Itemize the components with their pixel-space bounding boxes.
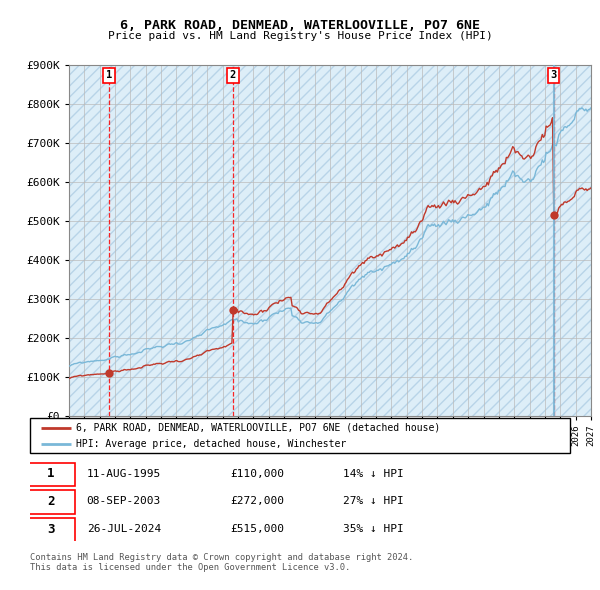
Text: 35% ↓ HPI: 35% ↓ HPI [343, 525, 404, 534]
Text: Price paid vs. HM Land Registry's House Price Index (HPI): Price paid vs. HM Land Registry's House … [107, 31, 493, 41]
Text: 27% ↓ HPI: 27% ↓ HPI [343, 496, 404, 506]
Text: 1: 1 [47, 467, 55, 480]
Text: £110,000: £110,000 [230, 468, 284, 478]
Text: 14% ↓ HPI: 14% ↓ HPI [343, 468, 404, 478]
Text: £272,000: £272,000 [230, 496, 284, 506]
Text: £515,000: £515,000 [230, 525, 284, 534]
FancyBboxPatch shape [28, 463, 75, 486]
Text: 6, PARK ROAD, DENMEAD, WATERLOOVILLE, PO7 6NE (detached house): 6, PARK ROAD, DENMEAD, WATERLOOVILLE, PO… [76, 423, 440, 433]
Text: HPI: Average price, detached house, Winchester: HPI: Average price, detached house, Winc… [76, 439, 346, 449]
Text: 6, PARK ROAD, DENMEAD, WATERLOOVILLE, PO7 6NE: 6, PARK ROAD, DENMEAD, WATERLOOVILLE, PO… [120, 19, 480, 32]
Text: 3: 3 [551, 70, 557, 80]
Text: 11-AUG-1995: 11-AUG-1995 [86, 468, 161, 478]
FancyBboxPatch shape [28, 518, 75, 542]
Text: 08-SEP-2003: 08-SEP-2003 [86, 496, 161, 506]
Text: 3: 3 [47, 523, 55, 536]
Text: This data is licensed under the Open Government Licence v3.0.: This data is licensed under the Open Gov… [30, 563, 350, 572]
Text: 26-JUL-2024: 26-JUL-2024 [86, 525, 161, 534]
Text: 2: 2 [47, 495, 55, 508]
Text: Contains HM Land Registry data © Crown copyright and database right 2024.: Contains HM Land Registry data © Crown c… [30, 553, 413, 562]
FancyBboxPatch shape [30, 418, 570, 453]
Text: 2: 2 [230, 70, 236, 80]
Text: 1: 1 [106, 70, 112, 80]
FancyBboxPatch shape [28, 490, 75, 514]
